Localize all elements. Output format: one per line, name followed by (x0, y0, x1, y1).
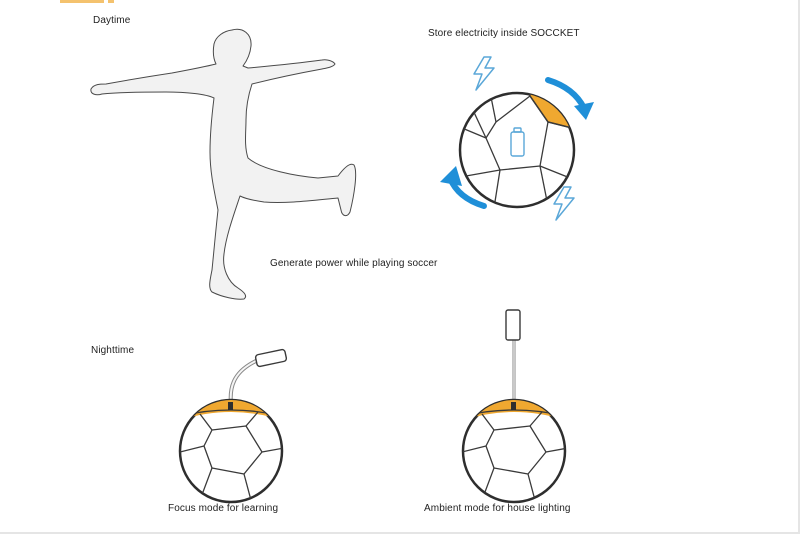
battery-icon (510, 127, 525, 157)
lamp-head (505, 309, 521, 341)
lightning-bolt-icon (553, 186, 575, 221)
ambient-mode-lamp (461, 309, 567, 504)
rotation-arrow-head (440, 166, 462, 186)
focus-mode-caption: Focus mode for learning (168, 503, 279, 514)
lamp-head (254, 348, 288, 368)
person-kicking-silhouette (90, 28, 357, 300)
soccer-ball-charging (458, 91, 576, 209)
ambient-mode-caption: Ambient mode for house lighting (424, 503, 571, 514)
logo-fragment (60, 0, 114, 3)
store-electricity-caption: Store electricity inside SOCCKET (428, 28, 580, 39)
generate-power-caption: Generate power while playing soccer (270, 258, 438, 269)
rotation-arrow-head (574, 102, 594, 120)
nighttime-heading: Nighttime (91, 345, 135, 356)
lightning-bolt-icon (473, 56, 495, 91)
daytime-heading: Daytime (93, 15, 131, 26)
